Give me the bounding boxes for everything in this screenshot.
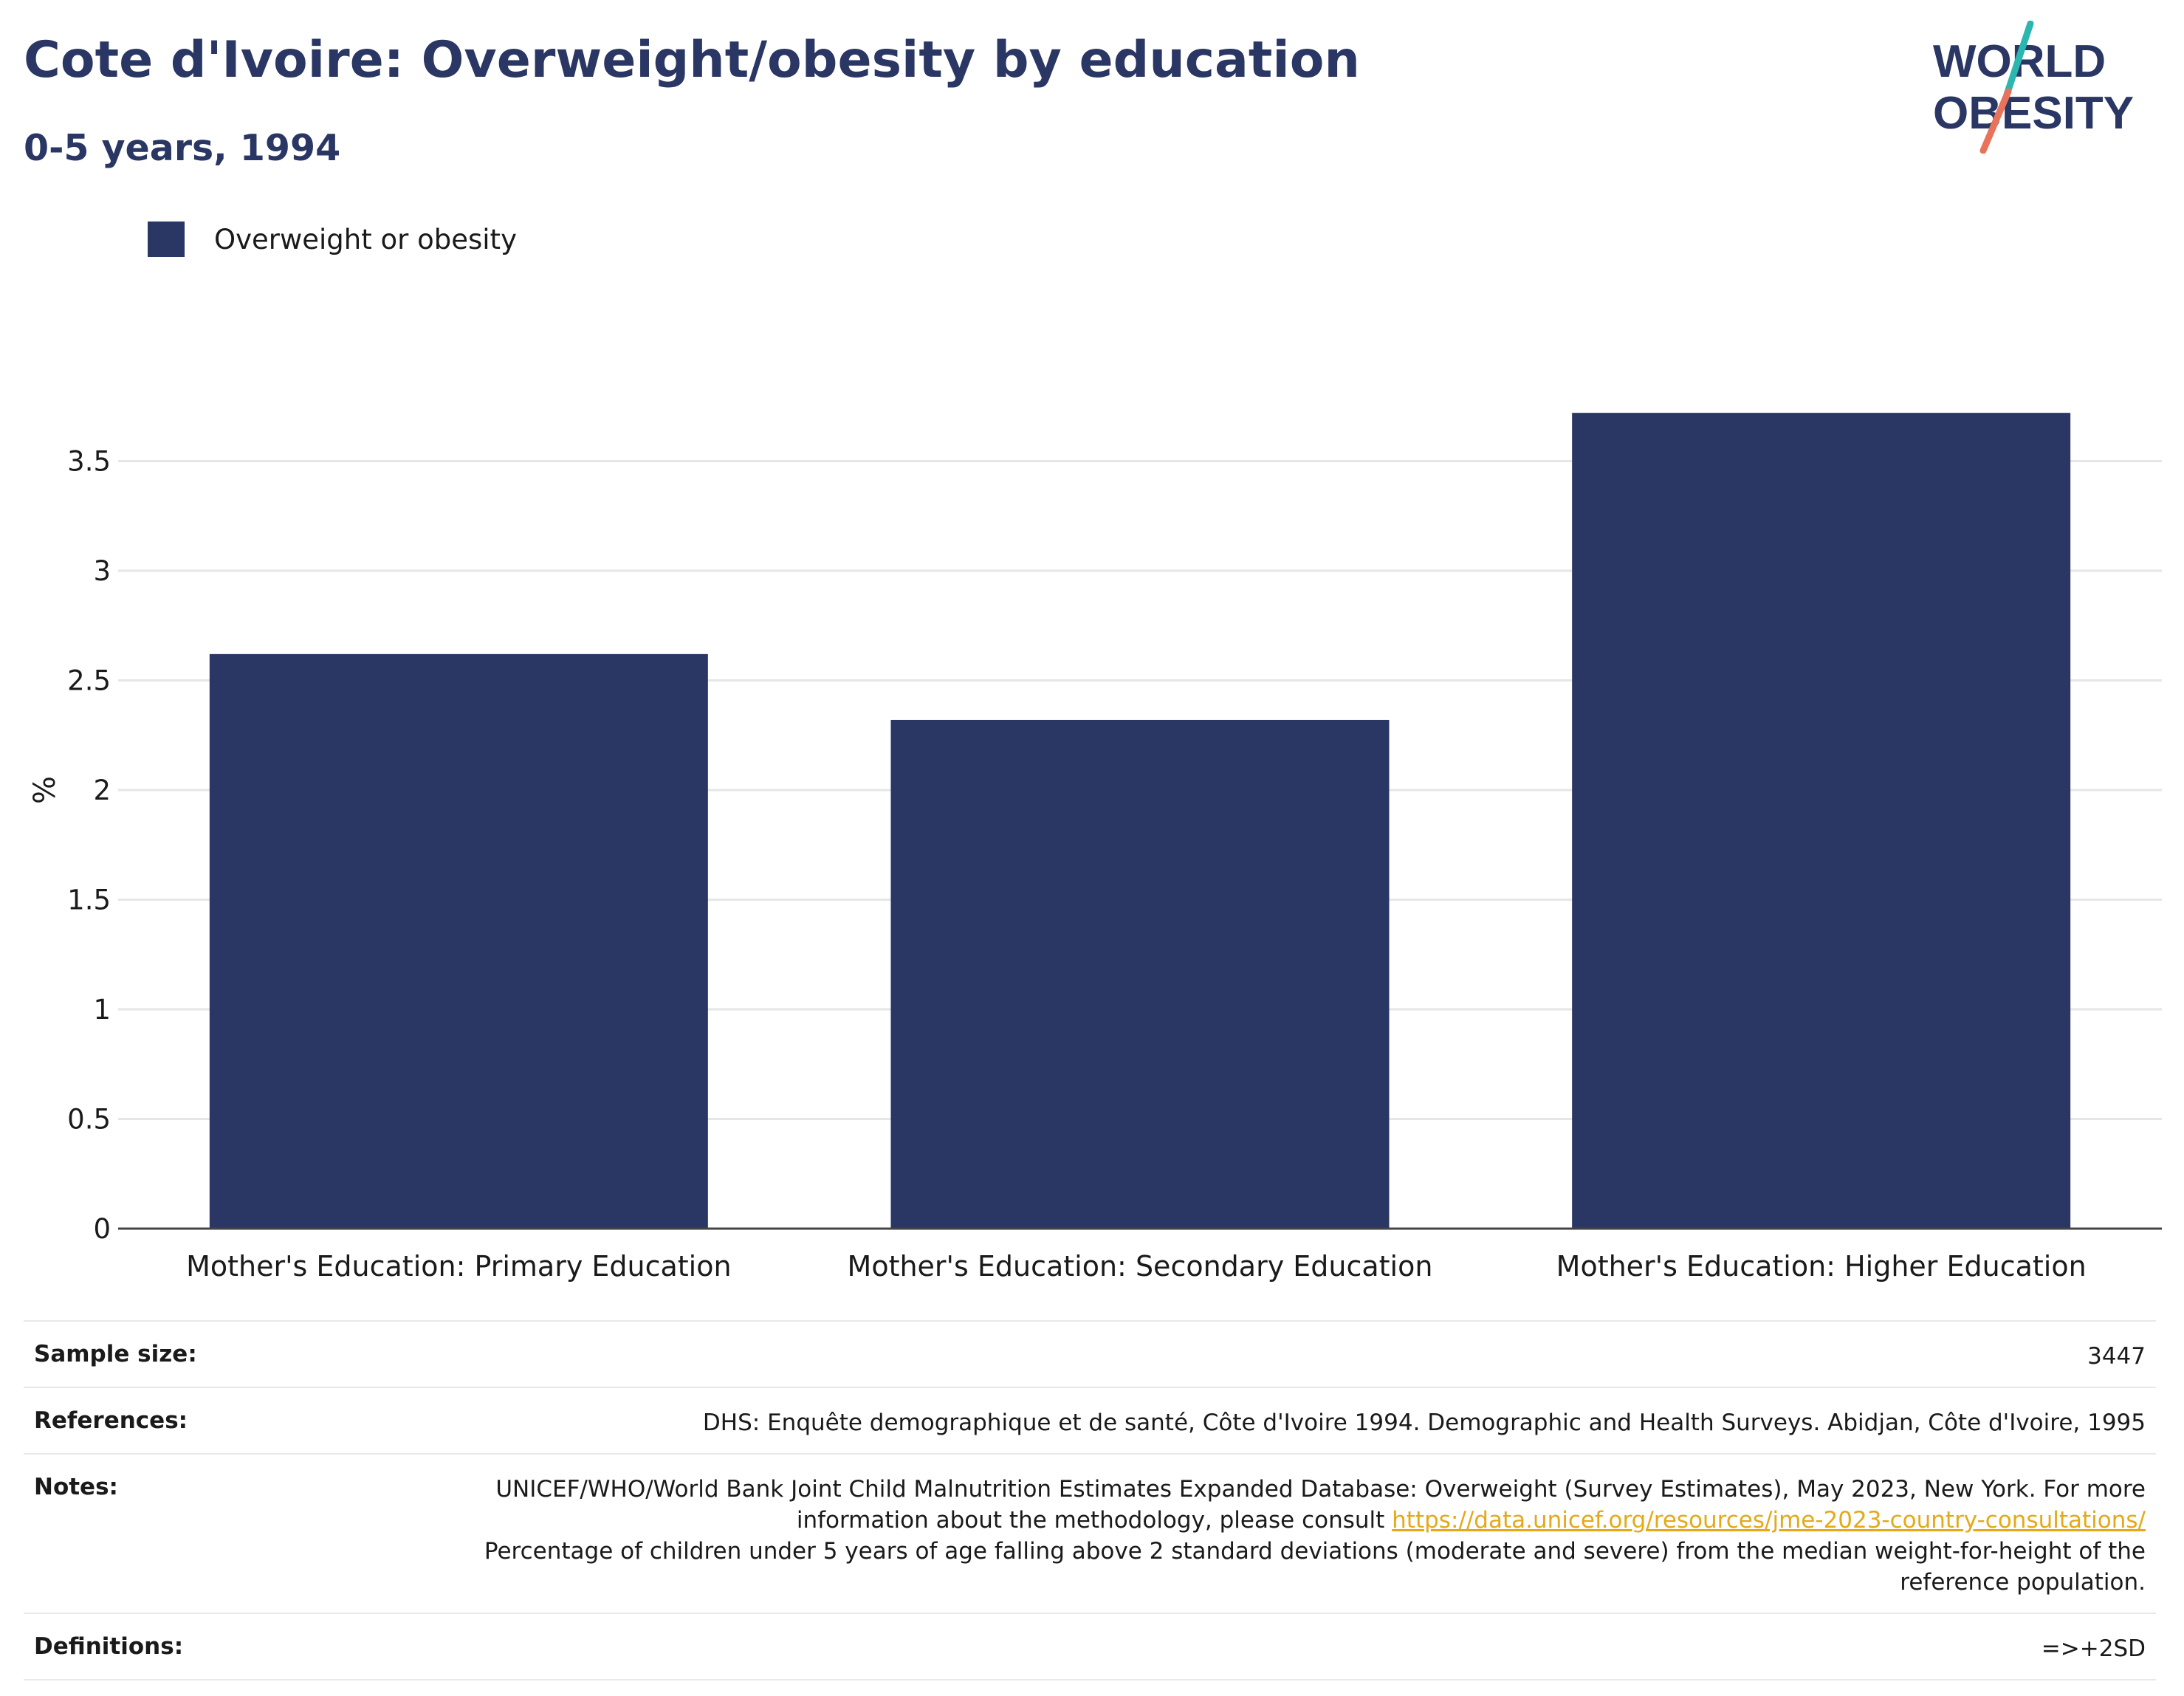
- notes-definition-text: Percentage of children under 5 years of …: [484, 1538, 2146, 1596]
- sample-size-row: Sample size: 3447: [24, 1320, 2156, 1387]
- y-tick-label: 0: [93, 1213, 111, 1245]
- bar: [890, 719, 1390, 1229]
- legend-swatch: [148, 222, 185, 257]
- page-title: Cote d'Ivoire: Overweight/obesity by edu…: [24, 31, 1360, 89]
- notes-row: Notes: UNICEF/WHO/World Bank Joint Child…: [24, 1453, 2156, 1613]
- logo-line2: OBESITY: [1933, 88, 2134, 139]
- y-tick-label: 3.5: [67, 446, 111, 478]
- world-obesity-logo: WORLD OBESITY: [1933, 21, 2134, 154]
- page-subtitle: 0-5 years, 1994: [24, 127, 341, 169]
- definitions-row: Definitions: =>+2SD: [24, 1613, 2156, 1680]
- notes-link[interactable]: https://data.unicef.org/resources/jme-20…: [1392, 1507, 2146, 1534]
- sample-size-value: 3447: [2087, 1343, 2146, 1370]
- y-tick-label: 0.5: [67, 1104, 111, 1136]
- logo-slash-top: [2003, 21, 2034, 98]
- definitions-label: Definitions:: [34, 1633, 184, 1660]
- y-tick-label: 2.5: [67, 665, 111, 697]
- info-table: Sample size: 3447 References: DHS: Enquê…: [24, 1320, 2156, 1680]
- references-row: References: DHS: Enquête demographique e…: [24, 1387, 2156, 1453]
- notes-value: UNICEF/WHO/World Bank Joint Child Malnut…: [388, 1474, 2146, 1598]
- x-tick-label: Mother's Education: Secondary Education: [848, 1250, 1433, 1283]
- bar-chart: 0 0.5 1 1.5 2 2.5 3 3.5 Mother's Education: Prim…: [28, 413, 2162, 1283]
- chart-legend: Overweight or obesity: [148, 219, 517, 260]
- logo-slash-bottom: [1979, 88, 2012, 154]
- bar: [209, 653, 708, 1229]
- notes-text: UNICEF/WHO/World Bank Joint Child Malnut…: [495, 1476, 2146, 1534]
- y-tick-label: 1.5: [67, 885, 111, 916]
- y-tick-label: 2: [93, 775, 111, 806]
- sample-size-label: Sample size:: [34, 1341, 197, 1367]
- notes-label: Notes:: [34, 1474, 118, 1500]
- legend-label: Overweight or obesity: [214, 223, 517, 255]
- references-value: DHS: Enquête demographique et de santé, …: [702, 1410, 2146, 1436]
- y-tick-label: 1: [93, 994, 111, 1026]
- x-tick-label: Mother's Education: Primary Education: [186, 1250, 732, 1283]
- references-label: References:: [34, 1407, 188, 1434]
- bar: [1572, 413, 2071, 1229]
- y-axis-title: %: [28, 776, 62, 804]
- definitions-value: =>+2SD: [2041, 1635, 2146, 1662]
- x-tick-label: Mother's Education: Higher Education: [1556, 1250, 2087, 1283]
- y-tick-label: 3: [93, 555, 111, 587]
